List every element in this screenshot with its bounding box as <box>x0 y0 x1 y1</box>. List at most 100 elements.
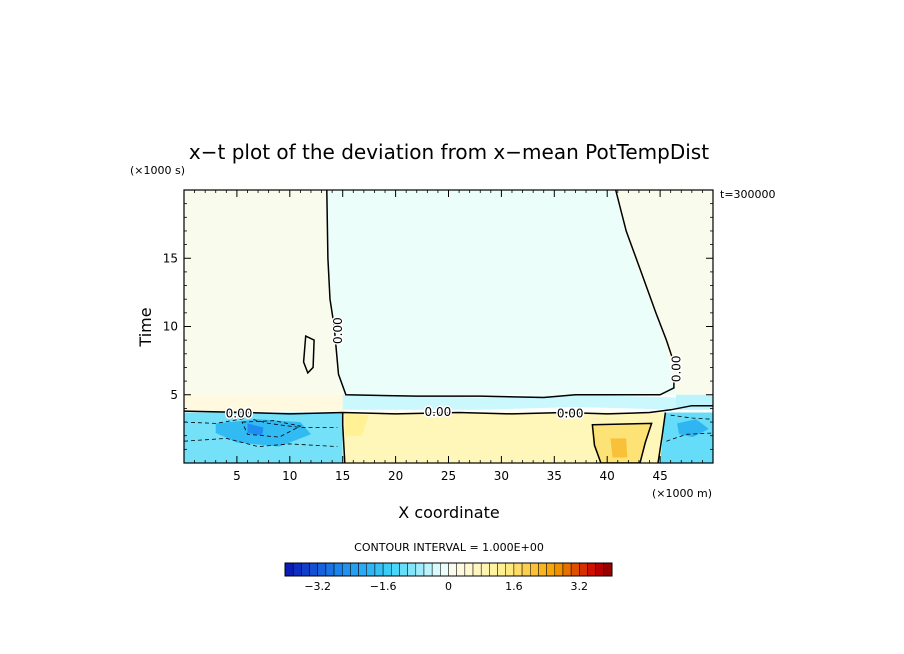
contour-labels: 0.00 0.00 0.00 0.00 0.00 <box>224 316 685 422</box>
region-transition-warm-left <box>184 394 346 412</box>
colorbar-cell <box>587 562 596 577</box>
colorbar-cell <box>407 562 417 577</box>
region-lower-middle-warm-2 <box>344 413 370 436</box>
colorbar-cell <box>341 562 351 577</box>
colorbar-tick-label: 3.2 <box>571 580 589 593</box>
y-axis-label: Time <box>136 307 155 347</box>
colorbar-tick-label: −3.2 <box>304 580 331 593</box>
contour-lines <box>184 190 713 463</box>
colorbar-cell <box>505 562 515 577</box>
colorbar-cell <box>603 562 613 577</box>
colorbar-cell <box>292 562 302 577</box>
colorbar-cell <box>489 562 498 577</box>
colorbar-cell <box>480 562 490 577</box>
region-upper-left-warm <box>184 190 346 395</box>
colorbar-cell <box>366 562 376 577</box>
colorbar-tick-label: −1.6 <box>370 580 397 593</box>
colorbar-cell <box>317 562 327 577</box>
x-unit-label: (×1000 m) <box>652 487 712 500</box>
region-lower-right-cool <box>660 412 713 463</box>
region-lower-right-cool-strong <box>677 419 709 438</box>
x-tick-label: 25 <box>441 469 456 483</box>
x-tick-label: 30 <box>494 469 509 483</box>
region-transition-cool-strip <box>342 394 676 410</box>
colorbar-cell <box>530 562 539 577</box>
x-tick-label: 35 <box>547 469 562 483</box>
colorbar-cell <box>301 562 310 577</box>
contour-zero-contour-upper-left <box>326 190 675 399</box>
contour-zero-contour-blob <box>302 334 315 375</box>
contour-label-4: 0.00 <box>670 355 684 382</box>
x-tick-label: 40 <box>600 469 615 483</box>
plot-area: 0.00 0.00 0.00 0.00 0.00 5 10 15 20 25 30 35 40 45 5… <box>163 189 714 483</box>
colorbar-cell <box>284 562 294 577</box>
x-tick-label: 10 <box>282 469 297 483</box>
y-axis-ticks: 5 10 15 <box>163 203 713 450</box>
colorbar-cell <box>579 562 588 577</box>
colorbar-cell <box>325 562 335 577</box>
colorbar-cell <box>333 562 343 577</box>
colorbar-cell <box>358 562 368 577</box>
time-label: t=300000 <box>720 188 776 201</box>
contour-neg-contour-2 <box>184 437 338 448</box>
region-lower-left-cool-core <box>247 423 264 436</box>
colorbar-cell <box>374 562 384 577</box>
region-upper-middle-cool <box>326 190 676 395</box>
colorbar-cell <box>562 562 572 577</box>
colorbar-cell <box>464 562 474 577</box>
field-fills <box>184 190 713 463</box>
x-axis-label: X coordinate <box>398 503 499 522</box>
colorbar-cell <box>391 562 400 577</box>
contour-neg-contour-right-1 <box>670 414 713 420</box>
contour-interval-label: CONTOUR INTERVAL = 1.000E+00 <box>354 541 544 554</box>
colorbar-cell <box>415 562 425 577</box>
y-tick-label: 5 <box>170 388 178 402</box>
contour-label-0: 0.00 <box>226 406 253 420</box>
y-tick-label: 10 <box>163 320 178 334</box>
colorbar-cell <box>554 562 564 577</box>
colorbar-cell <box>423 562 433 577</box>
contour-label-3: 0.00 <box>331 317 345 344</box>
colorbar-tick-label: 1.6 <box>505 580 523 593</box>
region-lower-right-warm-core <box>610 438 628 458</box>
colorbar-cell <box>472 562 482 577</box>
colorbar <box>284 562 613 577</box>
x-tick-label: 20 <box>388 469 403 483</box>
contour-neg-contour-right-2 <box>666 432 713 442</box>
colorbar-tick-labels: −3.2 −1.6 0 1.6 3.2 <box>304 580 588 593</box>
colorbar-cell <box>513 562 523 577</box>
colorbar-cell <box>440 562 449 577</box>
colorbar-cell <box>521 562 531 577</box>
colorbar-cell <box>538 562 547 577</box>
region-upper-right-warm <box>615 190 713 395</box>
colorbar-cell <box>570 562 580 577</box>
y-tick-label: 15 <box>163 251 178 265</box>
colorbar-cell <box>546 562 556 577</box>
contour-neg-contour-3 <box>241 420 302 438</box>
x-axis-ticks: 5 10 15 20 25 30 35 40 45 <box>194 190 703 483</box>
x-tick-label: 45 <box>652 469 667 483</box>
contour-zero-contour-right-vertical <box>657 412 667 463</box>
colorbar-cell <box>382 562 392 577</box>
colorbar-cell <box>399 562 408 577</box>
y-unit-label: (×1000 s) <box>130 164 185 177</box>
contour-warm-patch-contour <box>591 422 653 463</box>
x-tick-label: 15 <box>335 469 350 483</box>
contour-zero-contour-lower <box>184 404 713 415</box>
contour-zero-contour-left-vertical <box>341 412 346 463</box>
colorbar-cell <box>497 562 506 577</box>
colorbar-cell <box>431 562 441 577</box>
chart-title: x−t plot of the deviation from x−mean Po… <box>189 140 709 164</box>
contour-label-1: 0.00 <box>425 405 452 419</box>
colorbar-cell <box>448 562 457 577</box>
contour-zero-contour-upper-right <box>614 190 674 360</box>
x-tick-label: 5 <box>233 469 241 483</box>
colorbar-cell <box>309 562 318 577</box>
contour-label-2: 0.00 <box>557 406 584 420</box>
region-lower-left-cool-strong <box>215 419 311 447</box>
colorbar-cell <box>595 562 605 577</box>
region-lower-middle-warm <box>342 412 666 463</box>
colorbar-frame <box>284 562 613 577</box>
colorbar-cell <box>350 562 359 577</box>
